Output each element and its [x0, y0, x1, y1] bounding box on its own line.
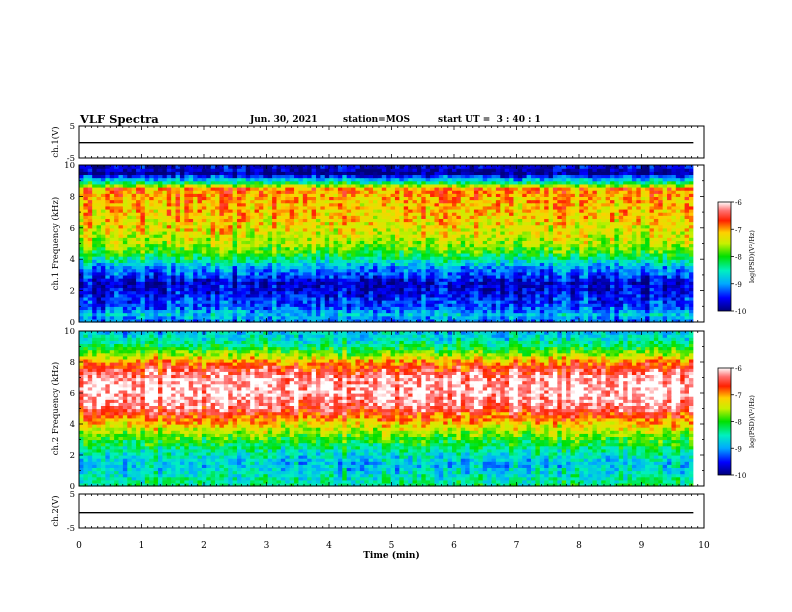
colorbar-tick-label: -8 — [735, 254, 742, 262]
spectrogram-gap-2 — [693, 331, 704, 486]
y-tick-label: 4 — [70, 255, 75, 265]
colorbar-1 — [717, 201, 732, 312]
x-tick-label: 8 — [576, 541, 582, 551]
station-label: station=MOS — [343, 115, 411, 125]
panel-frame-3 — [78, 493, 705, 529]
y-tick-label: -5 — [67, 524, 75, 534]
colorbar-tick-label: -7 — [735, 392, 742, 400]
y-tick-label: 10 — [64, 161, 75, 171]
x-tick-label: 10 — [698, 541, 710, 551]
y-axis-label: ch.2 Frequency (kHz) — [50, 362, 61, 455]
start-time-label: start UT = 3 : 40 : 1 — [438, 115, 541, 125]
y-tick-label: 4 — [70, 420, 75, 430]
y-tick-label: 2 — [70, 451, 75, 461]
x-tick-label: 9 — [639, 541, 645, 551]
y-axis-label: ch.1(V) — [50, 126, 61, 157]
colorbar-tick-label: -6 — [735, 365, 742, 373]
colorbar-label: log(PSD)(V²/Hz) — [748, 395, 756, 448]
x-tick-label: 2 — [201, 541, 207, 551]
colorbar-tick-label: -7 — [735, 226, 742, 234]
figure-title: VLF Spectra — [80, 112, 159, 126]
x-tick-label: 3 — [264, 541, 270, 551]
y-tick-label: 8 — [70, 192, 75, 202]
y-tick-label: 8 — [70, 358, 75, 368]
spectrogram-gap-1 — [693, 165, 704, 322]
colorbar-tick-label: -10 — [735, 472, 746, 480]
date-label: Jun. 30, 2021 — [250, 115, 318, 125]
x-axis-label: Time (min) — [363, 550, 420, 561]
y-tick-label: 0 — [70, 318, 75, 328]
y-tick-label: 6 — [70, 389, 75, 399]
x-tick-label: 1 — [139, 541, 145, 551]
colorbar-tick-label: -6 — [735, 199, 742, 207]
x-tick-label: 5 — [389, 541, 395, 551]
y-tick-label: 2 — [70, 287, 75, 297]
y-tick-label: 5 — [70, 122, 75, 132]
y-tick-label: 6 — [70, 224, 75, 234]
y-tick-label: 10 — [64, 327, 75, 337]
colorbar-label: log(PSD)(V²/Hz) — [748, 230, 756, 283]
y-axis-label: ch.2(V) — [50, 495, 61, 526]
colorbar-2 — [717, 367, 732, 476]
colorbar-tick-label: -9 — [735, 281, 742, 289]
spectrogram-image-1 — [79, 165, 694, 323]
x-tick-label: 0 — [76, 541, 82, 551]
x-tick-label: 7 — [514, 541, 520, 551]
x-tick-label: 6 — [451, 541, 457, 551]
colorbar-tick-label: -9 — [735, 445, 742, 453]
y-tick-label: -5 — [67, 154, 75, 164]
colorbar-tick-label: -10 — [735, 308, 746, 316]
x-tick-label: 4 — [326, 541, 332, 551]
colorbar-tick-label: -8 — [735, 419, 742, 427]
y-tick-label: 0 — [70, 482, 75, 492]
y-axis-label: ch.1 Frequency (kHz) — [50, 197, 61, 290]
spectrogram-image-2 — [79, 331, 694, 487]
y-tick-label: 5 — [70, 490, 75, 500]
